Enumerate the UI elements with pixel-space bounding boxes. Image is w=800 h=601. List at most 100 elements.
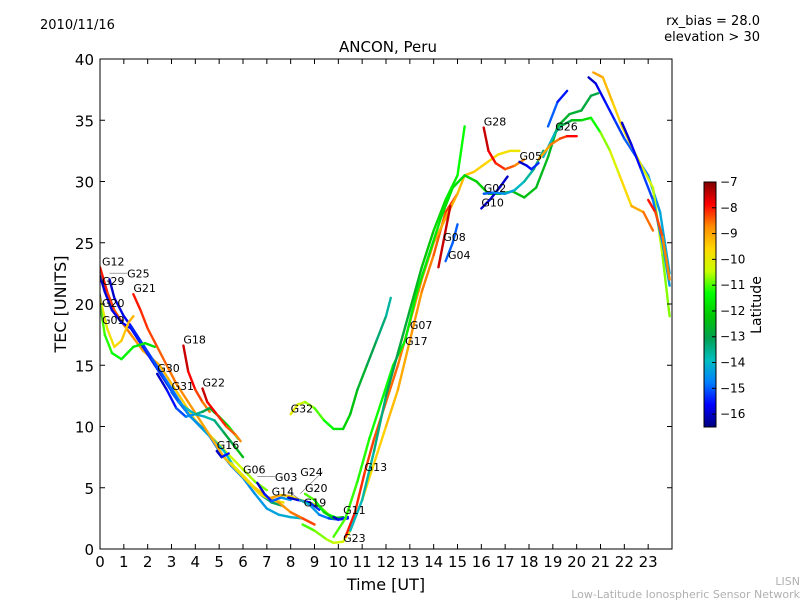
series-segment: [263, 492, 273, 503]
series-segment: [144, 342, 157, 349]
satellite-label: G26: [555, 121, 578, 134]
credit-short: LISN: [775, 575, 800, 588]
series-segment: [186, 400, 202, 422]
series-g17: [332, 92, 600, 538]
series-segment: [384, 351, 400, 398]
series-segment: [408, 266, 423, 312]
y-tick-label: 35: [75, 112, 94, 130]
series-segment: [492, 191, 507, 195]
series-segment: [451, 174, 466, 189]
series-segment: [182, 344, 190, 373]
series-segment: [120, 321, 130, 342]
satellite-label: G29: [102, 275, 125, 288]
series-segment: [146, 327, 159, 349]
series-segment: [277, 501, 292, 514]
series-segment: [313, 498, 326, 514]
series-segment: [194, 410, 204, 416]
colorbar-tick-label: −7: [720, 175, 738, 189]
colorbar-tick-label: −10: [720, 252, 745, 266]
x-tick-label: 5: [214, 553, 224, 571]
satellite-label: G08: [443, 231, 466, 244]
series-segment: [556, 112, 571, 128]
series-g32: [289, 296, 392, 431]
series-segment: [451, 223, 459, 244]
series-segment: [100, 274, 106, 293]
x-tick-label: 18: [519, 553, 538, 571]
series-segment: [241, 474, 257, 489]
satellite-label: G22: [202, 377, 225, 390]
satellite-label: G19: [304, 497, 327, 510]
x-tick-label: 16: [472, 553, 491, 571]
series-segment: [642, 168, 655, 189]
x-tick-label: 6: [238, 553, 248, 571]
satellite-label: G05: [519, 150, 542, 163]
series-segment: [113, 339, 123, 349]
series-segment: [105, 327, 116, 349]
y-tick-label: 25: [75, 235, 94, 253]
series-segment: [580, 116, 593, 122]
series-segment: [349, 388, 359, 416]
series-segment: [110, 308, 123, 324]
series-segment: [222, 431, 235, 447]
series-segment: [463, 170, 476, 177]
series-segment: [344, 511, 357, 538]
series-segment: [232, 443, 245, 459]
series-segment: [175, 406, 188, 418]
y-tick-label: 0: [84, 541, 94, 559]
x-tick-label: 13: [400, 553, 419, 571]
series-segment: [589, 92, 600, 97]
series-segment: [537, 143, 552, 161]
x-tick-label: 20: [567, 553, 586, 571]
series-segment: [403, 290, 419, 342]
series-segment: [561, 119, 574, 127]
series-segment: [630, 204, 645, 214]
series-segment: [279, 493, 292, 498]
series-segment: [165, 364, 178, 385]
series-segment: [256, 481, 266, 496]
series-segment: [639, 168, 655, 202]
series-segment: [587, 76, 597, 85]
label-leader-layer: [99, 269, 323, 503]
series-segment: [446, 204, 452, 220]
series-segment: [618, 174, 633, 208]
x-tick-label: 11: [353, 553, 372, 571]
series-segment: [313, 406, 326, 422]
series-segment: [480, 197, 493, 210]
series-segment: [308, 501, 321, 511]
series-segment: [487, 149, 497, 165]
series-g22: [201, 387, 242, 443]
series-segment: [646, 198, 657, 214]
series-segment: [432, 217, 447, 244]
x-axis-label: Time [UT]: [346, 575, 425, 594]
y-axis-label: TEC [UNITS]: [51, 256, 70, 354]
series-segment: [279, 496, 292, 502]
series-segment: [220, 452, 230, 459]
x-tick-label: 15: [448, 553, 467, 571]
series-g07: [349, 125, 466, 532]
series-g08: [437, 204, 452, 269]
series-segment: [108, 278, 116, 300]
series-segment: [384, 388, 400, 428]
satellite-label: G02: [484, 182, 507, 195]
satellite-label: G18: [183, 334, 206, 347]
satellite-label: G09: [102, 314, 125, 327]
series-segment: [198, 419, 214, 440]
series-segment: [432, 210, 447, 257]
satellite-label: G03: [275, 471, 298, 484]
series-segment: [530, 161, 540, 171]
series-g16: [215, 449, 230, 459]
satellite-label: G13: [365, 461, 388, 474]
series-segment: [163, 376, 178, 398]
satellite-label: G28: [484, 116, 507, 129]
series-segment: [523, 168, 535, 183]
credit-text: LISN Low-Latitude Ionospheric Sensor Net…: [571, 575, 800, 601]
series-segment: [100, 296, 109, 330]
x-tick-label: 19: [543, 553, 562, 571]
axis-layer: 0 1 2 3 4 5 6 7 8 9 10 11 12 13 14 15 16 17 18 19 20 21 22 2305…: [75, 51, 672, 571]
x-tick-label: 14: [424, 553, 443, 571]
series-segment: [120, 345, 135, 361]
series-g01: [546, 89, 569, 128]
y-tick-label: 40: [75, 51, 94, 69]
series-segment: [456, 174, 466, 195]
